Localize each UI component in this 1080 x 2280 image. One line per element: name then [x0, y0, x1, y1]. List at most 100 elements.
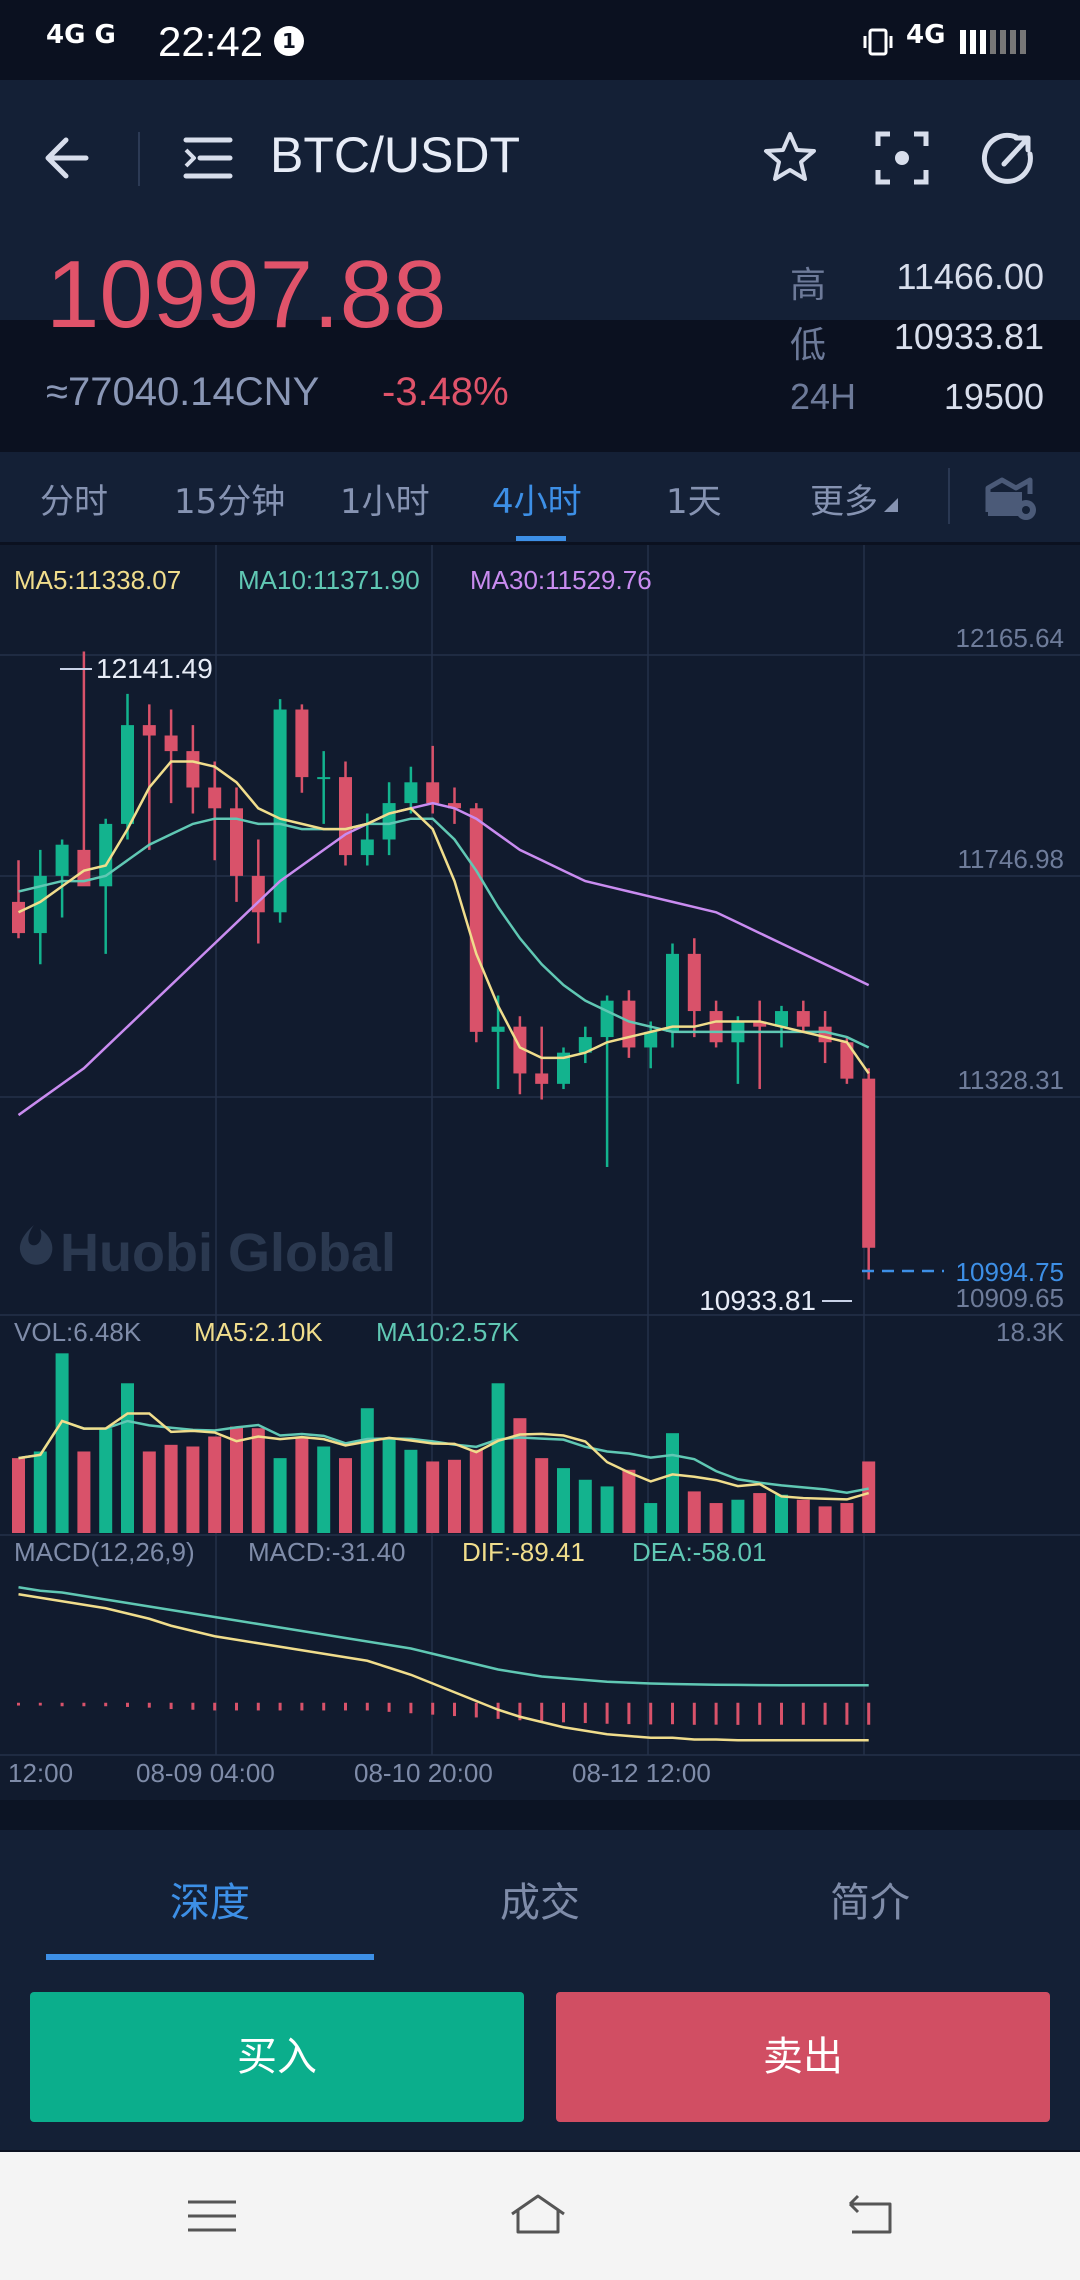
volume-bar — [99, 1428, 113, 1533]
tab-4hour[interactable]: 4小时 — [492, 482, 582, 522]
candle-body — [12, 901, 25, 934]
volume-bar — [251, 1428, 265, 1533]
screenshot-icon[interactable] — [870, 126, 934, 190]
tab-1hour[interactable]: 1小时 — [340, 482, 430, 522]
home-icon[interactable] — [508, 2186, 568, 2246]
candle-body — [687, 953, 701, 1012]
detail-tabs: 深度 成交 简介 — [0, 1830, 1080, 1960]
volume-bar — [796, 1499, 810, 1533]
macd-dif-line — [18, 1593, 869, 1742]
chart-grid — [0, 545, 1080, 1756]
candle-body — [99, 823, 113, 887]
volume-bar — [491, 1383, 505, 1533]
volume-bar — [382, 1439, 396, 1533]
volume-bar — [360, 1408, 374, 1533]
tab-trades[interactable]: 成交 — [500, 1880, 580, 1926]
volume-ma5-legend: MA5:2.10K — [194, 1317, 323, 1347]
tab-intro[interactable]: 简介 — [830, 1880, 910, 1926]
x-tick-1: 12:00 — [8, 1758, 73, 1788]
volume-24h-value: 19500 — [943, 376, 1044, 417]
star-icon[interactable] — [758, 126, 822, 190]
low-value: 10933.81 — [893, 316, 1044, 357]
volume-bar — [142, 1451, 156, 1533]
last-price: 10997.88 — [46, 241, 447, 348]
watermark-text: Huobi Global — [60, 1223, 396, 1283]
tab-15min[interactable]: 15分钟 — [174, 482, 286, 522]
svg-text:10933.81: 10933.81 — [699, 1285, 816, 1316]
candle-body — [775, 1011, 788, 1027]
candle-body — [796, 1011, 810, 1027]
ma5-line — [17, 760, 870, 1075]
volume-bar — [862, 1461, 876, 1533]
volume-bar — [753, 1493, 767, 1533]
tab-1day[interactable]: 1天 — [666, 482, 722, 522]
clock: 22:42 — [158, 18, 264, 65]
system-nav-bar — [0, 2152, 1080, 2280]
interval-tabs: 分时 15分钟 1小时 4小时 1天 更多 — [0, 452, 1080, 542]
macd-title: MACD(12,26,9) — [14, 1537, 195, 1567]
volume-bar — [818, 1506, 832, 1533]
ma10-line — [18, 817, 870, 1049]
candle-body — [622, 1000, 636, 1048]
header-divider — [138, 132, 140, 186]
volume-bar — [666, 1433, 679, 1533]
tab-more[interactable]: 更多 — [810, 482, 878, 522]
back-icon[interactable] — [36, 126, 100, 190]
huobi-watermark: Huobi Global — [19, 1223, 396, 1283]
volume-bar — [535, 1458, 549, 1533]
ma5-legend: MA5:11338.07 — [14, 565, 181, 595]
volume-bar — [273, 1458, 287, 1533]
ticker-panel — [0, 80, 1080, 320]
ma30-legend: MA30:11529.76 — [470, 565, 652, 595]
volume-bar — [12, 1458, 25, 1533]
volume-bar — [33, 1451, 47, 1533]
volume-bar — [426, 1461, 440, 1533]
last-price-line: 10994.75 — [862, 1257, 1064, 1287]
macd-dea: DEA:-58.01 — [632, 1537, 766, 1567]
price-change-percent: -3.48% — [382, 370, 509, 414]
candle-body — [295, 709, 309, 778]
volume-bar — [513, 1418, 527, 1533]
menu-drawer-icon[interactable] — [176, 126, 240, 190]
sell-button[interactable]: 卖出 — [556, 1992, 1050, 2122]
volume-legend: VOL:6.48K — [14, 1317, 142, 1347]
volume-bar — [186, 1446, 200, 1533]
cell-signal-indicator: 4G G — [46, 20, 116, 50]
trading-pair-title[interactable]: BTC/USDT — [270, 127, 520, 183]
y-tick-4: 10909.65 — [956, 1283, 1064, 1313]
back-nav-icon[interactable] — [840, 2186, 900, 2246]
svg-text:10994.75: 10994.75 — [956, 1257, 1064, 1287]
volume-bar — [164, 1444, 178, 1533]
volume-24h-label: 24H — [790, 376, 857, 417]
candle-body — [578, 1037, 592, 1053]
volume-bar — [121, 1383, 134, 1533]
kline-chart[interactable]: Huobi Global MA5:11338.07 MA10:11371.90 … — [0, 545, 1080, 1800]
buy-button[interactable]: 买入 — [30, 1992, 524, 2122]
recent-apps-icon[interactable] — [182, 2186, 242, 2246]
candle-body — [382, 803, 396, 840]
volume-bar — [208, 1436, 222, 1533]
candle-body — [273, 709, 287, 913]
y-tick-3: 11328.31 — [957, 1065, 1064, 1095]
volume-bar — [295, 1436, 309, 1533]
candle-body — [513, 1026, 527, 1074]
ma-lines — [17, 760, 870, 1117]
volume-bar — [317, 1446, 331, 1533]
volume-bar — [622, 1469, 636, 1533]
svg-text:12141.49: 12141.49 — [96, 653, 213, 684]
candle-body — [339, 777, 352, 856]
candle-body — [360, 839, 374, 856]
low-label: 低 — [790, 324, 827, 365]
tab-timeshare[interactable]: 分时 — [40, 482, 108, 522]
chart-settings-icon[interactable] — [984, 470, 1040, 524]
candle-body — [448, 803, 461, 809]
share-icon[interactable] — [976, 126, 1040, 190]
candle-body — [404, 782, 418, 804]
cell-signal-indicator-2: 4G — [906, 20, 946, 50]
volume-bar — [557, 1468, 570, 1533]
tab-depth[interactable]: 深度 — [170, 1880, 250, 1926]
volume-bar — [731, 1499, 745, 1533]
header-bar: BTC/USDT — [0, 80, 1080, 240]
tab-separator — [948, 468, 950, 524]
volume-bar — [840, 1503, 854, 1533]
